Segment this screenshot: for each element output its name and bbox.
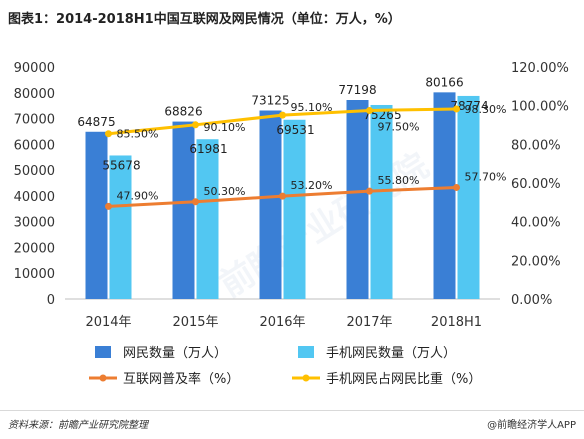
legend-swatch-bar [298, 346, 314, 358]
bar-value-label: 77198 [338, 83, 376, 97]
bar-value-label: 61981 [189, 142, 227, 156]
bar-value-label: 69531 [276, 123, 314, 137]
line-value-label: 95.10% [291, 101, 333, 114]
legend-swatch-bar [95, 346, 111, 358]
line-point [105, 202, 112, 210]
footer-divider [0, 410, 584, 411]
chart-svg: 前瞻产业研究院 0 10000 20000 30000 40000 50000 60000 70… [14, 61, 569, 387]
right-axis-tick-label: 100.00% [511, 100, 569, 115]
x-axis-category-label: 2016年 [259, 315, 305, 330]
x-axis-category-label: 2017年 [346, 315, 392, 330]
line-value-label: 53.20% [291, 179, 333, 192]
left-axis-tick-label: 40000 [14, 190, 55, 205]
line-value-label: 98.30% [465, 103, 507, 116]
line-value-label: 90.10% [204, 121, 246, 134]
x-axis-category-label: 2014年 [85, 315, 131, 330]
left-axis-tick-label: 80000 [14, 87, 55, 102]
legend-swatch-marker [302, 374, 310, 382]
bar-mobile-netizens [109, 155, 132, 299]
publisher-credit: @前瞻经济学人APP [487, 420, 576, 431]
bar-value-label: 68826 [164, 105, 202, 119]
bar-value-label: 64875 [77, 115, 115, 129]
line-point [453, 183, 460, 191]
x-axis-category-label: 2015年 [172, 315, 218, 330]
watermark-text: 前瞻产业研究院 [213, 146, 436, 306]
right-axis-tick-label: 20.00% [511, 254, 561, 269]
line-point [192, 121, 199, 129]
line-value-label: 50.30% [204, 185, 246, 198]
bar-netizens [259, 110, 282, 299]
bar-mobile-netizens [457, 95, 480, 299]
line-point [453, 105, 460, 113]
legend-swatch-marker [99, 374, 107, 382]
left-axis-tick-label: 50000 [14, 164, 55, 179]
left-axis-tick-label: 10000 [14, 267, 55, 282]
legend-label: 手机网民数量（万人） [326, 346, 456, 361]
line-point [105, 130, 112, 138]
line-value-label: 57.70% [465, 170, 507, 183]
left-axis-tick-label: 30000 [14, 216, 55, 231]
x-axis-category-label: 2018H1 [431, 315, 482, 330]
bar-netizens [346, 100, 369, 300]
line-point [279, 192, 286, 200]
line-value-label: 97.50% [378, 121, 420, 134]
line-value-label: 85.50% [117, 128, 159, 141]
right-axis-tick-label: 120.00% [511, 61, 569, 76]
left-axis-tick-label: 70000 [14, 113, 55, 128]
bar-value-label: 73125 [251, 94, 289, 108]
line-point [279, 111, 286, 119]
right-axis-tick-label: 80.00% [511, 138, 561, 153]
line-point [192, 198, 199, 206]
right-axis-tick-label: 60.00% [511, 177, 561, 192]
left-axis-tick-label: 0 [47, 293, 55, 308]
left-axis-tick-label: 60000 [14, 138, 55, 153]
left-axis-tick-label: 20000 [14, 241, 55, 256]
legend-label: 手机网民占网民比重（%） [326, 371, 481, 387]
line-point [366, 187, 373, 195]
bar-mobile-netizens [370, 104, 393, 300]
bar-mobile-netizens [283, 119, 306, 300]
right-axis-tick-label: 0.00% [511, 293, 552, 308]
legend-label: 互联网普及率（%） [123, 371, 239, 387]
line-point [366, 107, 373, 114]
bar-value-label: 55678 [102, 158, 140, 172]
left-axis-tick-label: 90000 [14, 61, 55, 76]
bar-netizens [433, 92, 456, 299]
chart-title: 图表1：2014-2018H1中国互联网及网民情况（单位：万人，%） [8, 12, 401, 27]
bar-netizens [85, 131, 108, 299]
line-value-label: 55.80% [378, 174, 420, 187]
legend-label: 网民数量（万人） [123, 346, 227, 361]
bar-mobile-netizens [196, 139, 219, 299]
bar-value-label: 80166 [425, 75, 463, 89]
source-note: 资料来源：前瞻产业研究院整理 [8, 420, 148, 431]
line-value-label: 47.90% [117, 189, 159, 202]
right-axis-tick-label: 40.00% [511, 216, 561, 231]
bar-netizens [172, 121, 195, 299]
